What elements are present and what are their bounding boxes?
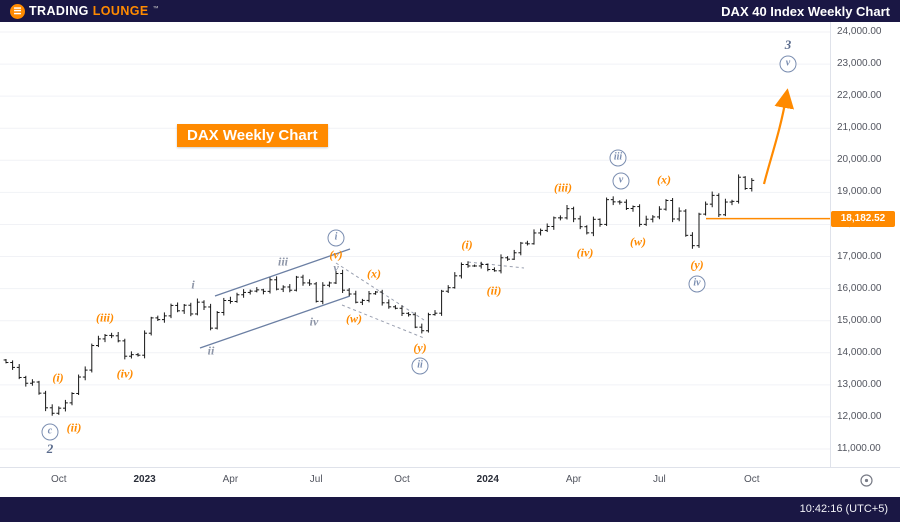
- scroll-to-realtime-icon[interactable]: [859, 473, 874, 488]
- trend-channel-lines: [199, 248, 525, 349]
- wave-label: i: [327, 229, 345, 247]
- wave-label: iii: [609, 149, 627, 167]
- wave-label: c: [41, 423, 59, 441]
- target-icon: [860, 474, 873, 487]
- y-axis-label: 20,000.00: [837, 154, 882, 166]
- wave-label: (w): [630, 234, 646, 249]
- y-axis-label: 16,000.00: [837, 282, 882, 294]
- wave-label: (v): [329, 247, 343, 262]
- wave-label: v: [612, 172, 630, 190]
- x-axis-label: Jul: [309, 474, 323, 485]
- y-axis-label: 15,000.00: [837, 314, 882, 326]
- tradinglounge-logo-icon: ☰: [10, 3, 25, 19]
- y-axis-label: 12,000.00: [837, 410, 882, 422]
- x-axis-label: Oct: [394, 474, 410, 485]
- clock: 10:42:16 (UTC+5): [799, 503, 888, 515]
- wave-label: (iv): [116, 366, 134, 381]
- y-axis-label: 22,000.00: [837, 90, 882, 102]
- wave-label: ii: [207, 343, 215, 358]
- y-axis-label: 19,000.00: [837, 186, 882, 198]
- wave-label: (iii): [96, 310, 114, 325]
- price-axis[interactable]: 24,000.00 23,000.00 22,000.00 21,000.00 20,0…: [830, 22, 900, 467]
- chart-watermark-label: DAX Weekly Chart: [177, 124, 328, 147]
- x-axis-label: Oct: [51, 474, 67, 485]
- y-axis-label: 23,000.00: [837, 58, 882, 70]
- projection-arrow: [762, 88, 795, 185]
- top-bar: ☰ TRADING LOUNGE ™ DAX 40 Index Weekly Ch…: [0, 0, 900, 22]
- wave-label: ii: [411, 357, 429, 375]
- logo-trademark: ™: [152, 5, 159, 12]
- wave-label: (iii): [554, 180, 572, 195]
- wave-label: iii: [277, 254, 289, 269]
- wave-label: 3: [784, 37, 792, 52]
- x-axis-label: Apr: [565, 474, 582, 485]
- wave-label: (i): [461, 237, 473, 252]
- x-axis-label: 2024: [476, 474, 499, 485]
- wave-label: (w): [346, 311, 362, 326]
- wave-label: (y): [413, 340, 427, 355]
- price-chart-svg[interactable]: [0, 22, 830, 467]
- tradinglounge-logo[interactable]: ☰ TRADING LOUNGE ™: [10, 3, 159, 19]
- bottom-bar: 10:42:16 (UTC+5): [0, 497, 900, 522]
- wave-label: (y): [690, 257, 704, 272]
- logo-text-trading: TRADING: [29, 4, 89, 18]
- y-axis-label: 17,000.00: [837, 250, 882, 262]
- x-axis-label: Apr: [222, 474, 239, 485]
- y-axis-label: 14,000.00: [837, 346, 882, 358]
- wave-label: (x): [657, 172, 671, 187]
- wave-label: v: [333, 260, 339, 275]
- wave-label: (i): [52, 370, 64, 385]
- wave-label: iv: [309, 314, 319, 329]
- y-axis-label: 13,000.00: [837, 378, 882, 390]
- x-axis-label: Oct: [744, 474, 760, 485]
- time-axis[interactable]: Oct 2023 Apr Jul Oct 2024 Apr Jul Oct: [0, 467, 900, 497]
- wave-label: 2: [46, 441, 54, 456]
- chart-title: DAX 40 Index Weekly Chart: [721, 3, 890, 19]
- wave-label: v: [779, 55, 797, 73]
- price-label: 18,182.52: [831, 210, 895, 227]
- y-axis-label: 21,000.00: [837, 122, 882, 134]
- wave-label: i: [191, 277, 195, 292]
- wave-label: (ii): [66, 420, 82, 435]
- x-axis-label: 2023: [133, 474, 156, 485]
- ohlc-bars: [3, 174, 755, 416]
- wave-label: (x): [367, 266, 381, 281]
- wave-label: (iv): [576, 245, 594, 260]
- y-axis-label: 11,000.00: [837, 443, 881, 454]
- x-axis-label: Jul: [652, 474, 666, 485]
- chart-canvas[interactable]: DAX Weekly Chart (i) (ii) (iii) (iv) c 2 i ii ii…: [0, 22, 900, 467]
- grid-lines: [0, 31, 830, 450]
- wave-label: (ii): [486, 283, 502, 298]
- wave-label: iv: [688, 275, 706, 293]
- logo-text-lounge: LOUNGE: [92, 4, 149, 18]
- y-axis-label: 24,000.00: [837, 26, 882, 37]
